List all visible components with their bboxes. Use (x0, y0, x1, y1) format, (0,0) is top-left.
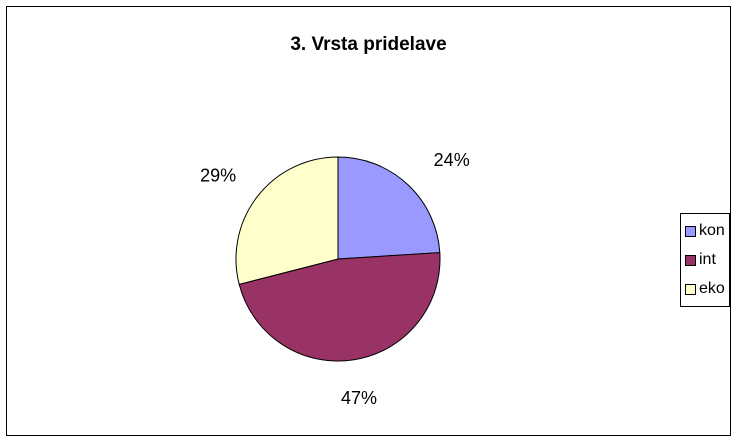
data-label-int: 47% (341, 388, 377, 408)
legend-item-int: int (685, 250, 716, 270)
legend-label-int: int (699, 251, 716, 268)
legend-swatch-kon (685, 225, 696, 237)
pie-chart: 24% 47% 29% (200, 150, 470, 408)
pie-slice-int (238, 252, 441, 362)
pie-slice-kon (337, 156, 441, 260)
legend-swatch-int (685, 254, 696, 266)
pie-slice-eko (235, 156, 339, 285)
legend-label-kon: kon (699, 222, 725, 239)
data-label-kon: 24% (434, 150, 470, 170)
legend-swatch-eko (685, 283, 696, 295)
legend: kon int eko (680, 213, 730, 307)
chart-area: 3. Vrsta pridelave 24% 47% 29% kon int eko (6, 6, 731, 436)
chart-title: 3. Vrsta pridelave (290, 34, 447, 55)
data-label-eko: 29% (200, 166, 236, 186)
legend-label-eko: eko (699, 280, 725, 297)
legend-item-eko: eko (685, 279, 725, 299)
legend-item-kon: kon (685, 221, 725, 241)
